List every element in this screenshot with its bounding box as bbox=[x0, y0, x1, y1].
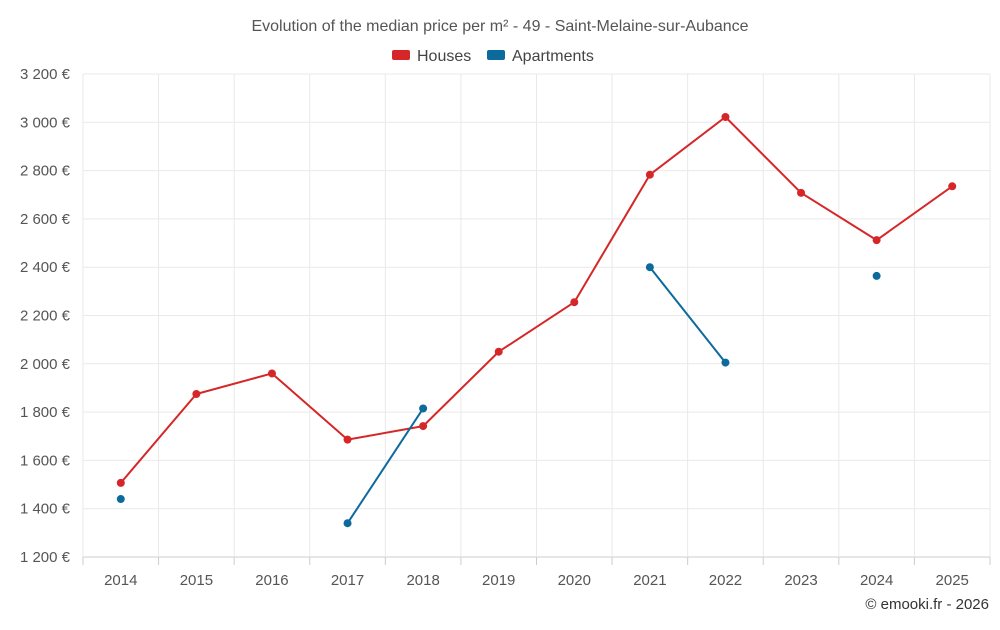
series-line-houses bbox=[120, 115, 953, 484]
x-tick-label: 2023 bbox=[784, 572, 817, 589]
x-tick-label: 2024 bbox=[860, 572, 893, 589]
data-point-apartments[interactable] bbox=[343, 519, 352, 528]
data-point-houses[interactable] bbox=[721, 112, 730, 121]
legend-label-apartments: Apartments bbox=[512, 48, 594, 65]
y-tick-label: 1 800 € bbox=[20, 404, 71, 421]
data-point-houses[interactable] bbox=[872, 236, 881, 245]
y-tick-label: 2 200 € bbox=[20, 308, 71, 325]
data-point-apartments[interactable] bbox=[419, 404, 428, 413]
x-tick-label: 2018 bbox=[406, 572, 439, 589]
series bbox=[116, 112, 957, 528]
data-point-houses[interactable] bbox=[570, 298, 579, 307]
x-tick-label: 2019 bbox=[482, 572, 515, 589]
data-point-houses[interactable] bbox=[494, 347, 503, 356]
series-apartments bbox=[116, 263, 881, 528]
chart-title: Evolution of the median price per m² - 4… bbox=[251, 18, 748, 35]
y-tick-label: 2 600 € bbox=[20, 211, 71, 228]
x-tick-label: 2015 bbox=[180, 572, 213, 589]
x-tick-label: 2016 bbox=[255, 572, 288, 589]
credit-text: © emooki.fr - 2026 bbox=[865, 596, 989, 613]
grid bbox=[82, 73, 991, 558]
y-tick-label: 2 800 € bbox=[20, 163, 71, 180]
legend: Houses Apartments bbox=[392, 48, 594, 65]
data-point-houses[interactable] bbox=[645, 170, 654, 179]
data-point-apartments[interactable] bbox=[116, 495, 125, 504]
data-point-houses[interactable] bbox=[267, 369, 276, 378]
x-tick-label: 2020 bbox=[558, 572, 591, 589]
legend-swatch-apartments bbox=[487, 50, 505, 60]
y-tick-label: 1 600 € bbox=[20, 452, 71, 469]
x-tick-label: 2022 bbox=[709, 572, 742, 589]
x-tick-label: 2014 bbox=[104, 572, 137, 589]
y-tick-label: 3 200 € bbox=[20, 66, 71, 83]
data-point-houses[interactable] bbox=[419, 422, 428, 431]
series-line-apartments bbox=[346, 407, 424, 524]
x-tick-label: 2025 bbox=[936, 572, 969, 589]
data-point-apartments[interactable] bbox=[645, 263, 654, 272]
legend-swatch-houses bbox=[392, 50, 410, 60]
data-point-houses[interactable] bbox=[116, 478, 125, 487]
y-tick-label: 2 000 € bbox=[20, 356, 71, 373]
data-point-apartments[interactable] bbox=[872, 271, 881, 280]
x-tick-label: 2021 bbox=[633, 572, 666, 589]
legend-label-houses: Houses bbox=[417, 48, 471, 65]
data-point-houses[interactable] bbox=[797, 188, 806, 197]
legend-item-houses[interactable]: Houses bbox=[392, 48, 471, 65]
y-tick-label: 2 400 € bbox=[20, 259, 71, 276]
y-tick-label: 1 400 € bbox=[20, 501, 71, 518]
x-tick-label: 2017 bbox=[331, 572, 364, 589]
data-point-apartments[interactable] bbox=[721, 358, 730, 367]
y-tick-label: 3 000 € bbox=[20, 114, 71, 131]
legend-item-apartments[interactable]: Apartments bbox=[487, 48, 594, 65]
x-axis: 2014 2015 2016 2017 2018 2019 2020 2021 2022 2023… bbox=[82, 557, 991, 589]
data-point-houses[interactable] bbox=[948, 182, 957, 191]
series-houses bbox=[116, 112, 957, 487]
data-point-houses[interactable] bbox=[192, 389, 201, 398]
y-axis: 1 200 € 1 400 € 1 600 € 1 800 € 2 000 € 2 200… bbox=[20, 66, 71, 566]
data-point-houses[interactable] bbox=[343, 435, 352, 444]
series-line-apartments bbox=[649, 266, 727, 364]
y-tick-label: 1 200 € bbox=[20, 549, 71, 566]
